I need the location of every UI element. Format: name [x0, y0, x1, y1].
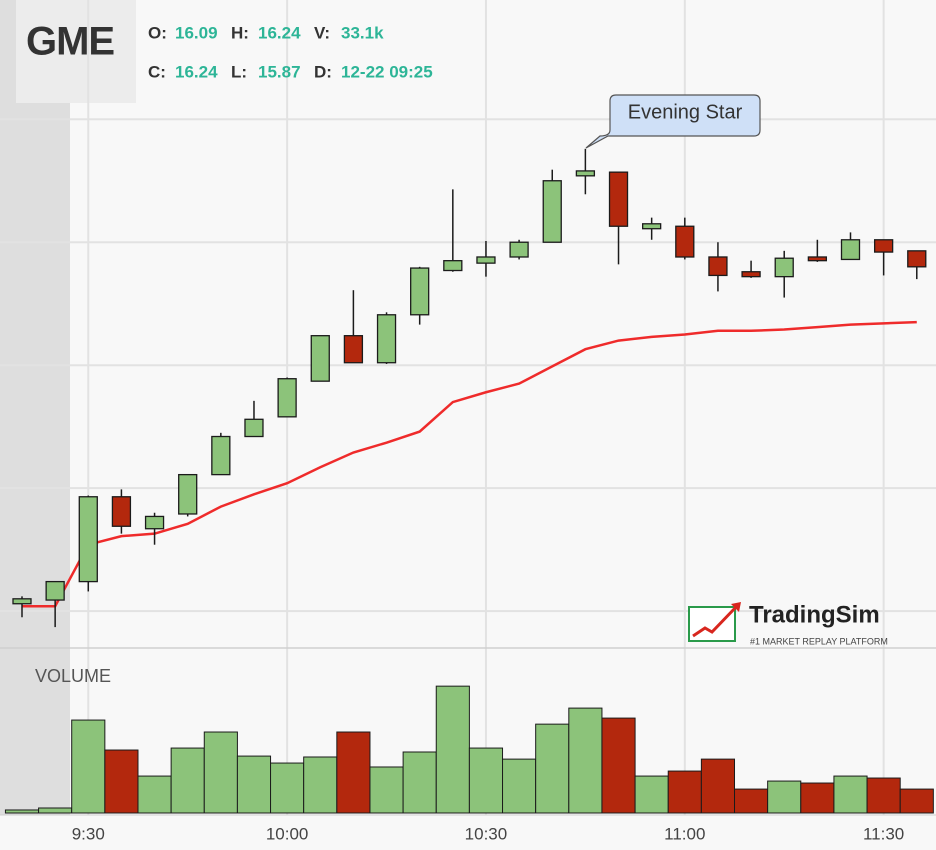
volume-bar: [71, 719, 106, 814]
x-tick-label: 10:00: [266, 824, 309, 843]
volume-bar: [734, 788, 769, 814]
volume-bar: [104, 749, 139, 814]
candle-body: [542, 180, 562, 243]
volume-bar: [38, 807, 73, 814]
candle-body: [244, 418, 264, 438]
candle-body: [277, 378, 297, 418]
candle-body: [144, 515, 165, 530]
premarket-shade: [0, 0, 70, 815]
legend-label: L:: [231, 62, 247, 81]
volume-bar: [170, 747, 205, 814]
annotation-box: [585, 94, 761, 149]
volume-bar: [767, 780, 802, 814]
line: [22, 320, 917, 608]
x-tick-label: 11:30: [863, 824, 904, 843]
brand-logo: TradingSim #1 MARKET REPLAY PLATFORM: [688, 601, 888, 646]
candle-body: [774, 257, 794, 278]
volume-bar: [203, 731, 238, 814]
x-tick-label: 10:30: [465, 824, 508, 843]
volume-bar: [435, 685, 470, 814]
volume-bar: [270, 762, 305, 814]
candle-body: [741, 271, 761, 278]
candle-body: [12, 598, 32, 605]
candle-body: [575, 170, 596, 177]
candle-body: [642, 223, 662, 230]
logo-box: [688, 606, 736, 642]
volume-bar: [568, 707, 603, 814]
symbol-box: [16, 0, 136, 103]
candle-body: [45, 580, 65, 601]
legend-value: 16.09: [175, 23, 218, 42]
candle-body: [178, 473, 198, 515]
annotation: Evening Star: [585, 94, 761, 149]
logo-arrow: [692, 604, 739, 638]
volume-bar: [4, 809, 40, 814]
volume-bar: [899, 788, 934, 814]
candle-body: [509, 241, 529, 258]
x-tick-label: 11:00: [664, 824, 705, 843]
brand-tagline: #1 MARKET REPLAY PLATFORM: [750, 636, 888, 646]
legend-label: H:: [231, 23, 249, 42]
candle-body: [907, 250, 927, 268]
volume-bar: [303, 756, 338, 814]
candle-body: [608, 171, 629, 227]
legend-value: 15.87: [258, 62, 301, 81]
volume-label: VOLUME: [35, 666, 111, 686]
candle-body: [708, 256, 728, 277]
candle-body: [310, 335, 330, 382]
volume-bar: [369, 766, 404, 814]
volume-bar: [336, 731, 371, 814]
legend-value: 16.24: [175, 62, 218, 81]
brand-name: TradingSim: [749, 601, 880, 628]
candle-body: [443, 260, 463, 272]
symbol: GME: [26, 20, 114, 64]
volume-bar: [667, 770, 702, 814]
candle-body: [343, 335, 364, 364]
candle-body: [410, 267, 430, 316]
volume-bar: [866, 777, 901, 814]
volume-bar: [700, 758, 736, 814]
annotation-text: Evening Star: [628, 101, 743, 123]
legend-value: 12-22 09:25: [341, 62, 433, 81]
volume-bar: [468, 747, 504, 814]
candle-body: [840, 239, 861, 261]
legend-value: 16.24: [258, 23, 301, 42]
candle-body: [111, 496, 132, 527]
candle-body: [476, 256, 496, 264]
candle-body: [78, 496, 98, 583]
volume-bar: [535, 723, 570, 814]
volume-bar: [634, 775, 669, 814]
candle-body: [211, 435, 231, 476]
legend-label: V:: [314, 23, 330, 42]
candle-body: [675, 225, 695, 258]
volume-bar: [402, 751, 437, 814]
candle-body: [807, 256, 828, 262]
legend-label: O:: [148, 23, 167, 42]
logo-arrow-head: [731, 602, 741, 612]
volume-bar: [833, 775, 868, 814]
volume-bar: [800, 782, 835, 814]
candle-body: [376, 314, 397, 364]
legend-label: C:: [148, 62, 166, 81]
volume-bar: [601, 717, 636, 814]
candle-body: [873, 239, 894, 253]
legend-label: D:: [314, 62, 332, 81]
x-tick-label: 9:30: [72, 824, 105, 843]
volume-bar: [137, 775, 172, 814]
volume-bar: [502, 758, 537, 814]
legend-value: 33.1k: [341, 23, 384, 42]
volume-bar: [236, 755, 272, 814]
